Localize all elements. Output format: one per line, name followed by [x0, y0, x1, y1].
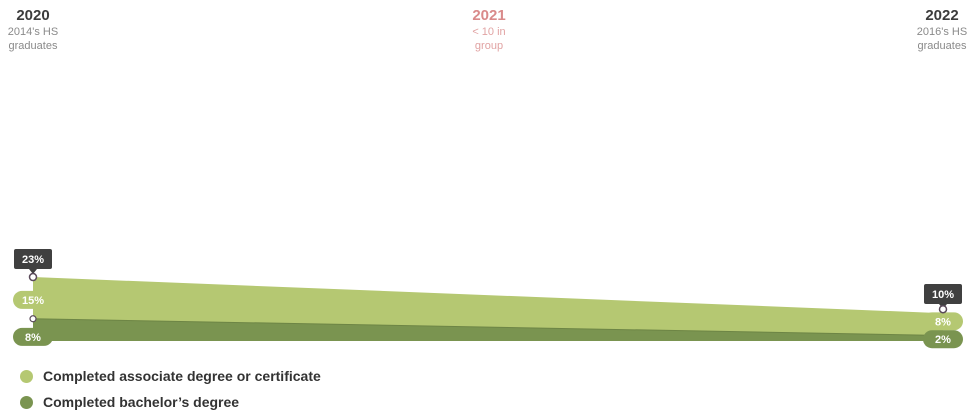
data-label-bachelor-2022-pill [923, 330, 963, 349]
legend-item-associate: Completed associate degree or certificat… [20, 363, 321, 389]
data-label-bachelor-2020-pill [13, 327, 53, 346]
year-sublabel-line2: group [474, 40, 504, 52]
year-label: 2022 [925, 7, 959, 24]
data-label-bachelor-2022-label: 2% [935, 334, 951, 346]
year-sublabel-line2: graduates [917, 40, 967, 52]
total-2022-label: 10% [932, 289, 954, 301]
legend: Completed associate degree or certificat… [20, 363, 321, 415]
year-header-2022: 2022 2016's HS graduates [902, 7, 973, 53]
legend-swatch-bachelor [20, 395, 33, 409]
data-label-associate-2020-label: 15% [22, 295, 44, 307]
total-2020-badge [14, 249, 52, 269]
area-bachelor [33, 318, 943, 341]
legend-swatch-associate [20, 369, 33, 383]
year-header-2020: 2020 2014's HS graduates [0, 7, 73, 53]
total-2020-label: 23% [22, 254, 44, 266]
stacked-area-chart: 15% 8% 8% 2% 23% 10% [13, 249, 963, 349]
year-sublabel-line2: graduates [8, 40, 58, 52]
total-2020-badge-pointer [29, 269, 37, 274]
total-2020-marker [28, 272, 38, 282]
year-header-2021: 2021 < 10 in group [449, 7, 529, 53]
year-sublabel-line1: < 10 in [472, 26, 506, 38]
data-label-associate-2020-pill [13, 290, 53, 309]
year-label: 2020 [16, 7, 50, 24]
bachelor-2020-marker [29, 315, 37, 323]
data-label-associate-2022-pill [923, 312, 963, 331]
total-2022-badge [924, 284, 962, 304]
data-label-bachelor-2020-label: 8% [25, 332, 41, 344]
year-sublabel-line1: 2016's HS [916, 26, 968, 38]
year-label: 2021 [472, 7, 506, 24]
legend-item-bachelor: Completed bachelor’s degree [20, 389, 321, 415]
bachelor-boundary-line [32, 318, 944, 336]
year-sublabel-line1: 2014's HS [7, 26, 59, 38]
legend-label: Completed bachelor’s degree [43, 394, 240, 410]
total-2022-marker [938, 304, 948, 314]
data-label-associate-2022-label: 8% [935, 316, 951, 328]
legend-label: Completed associate degree or certificat… [43, 368, 321, 384]
